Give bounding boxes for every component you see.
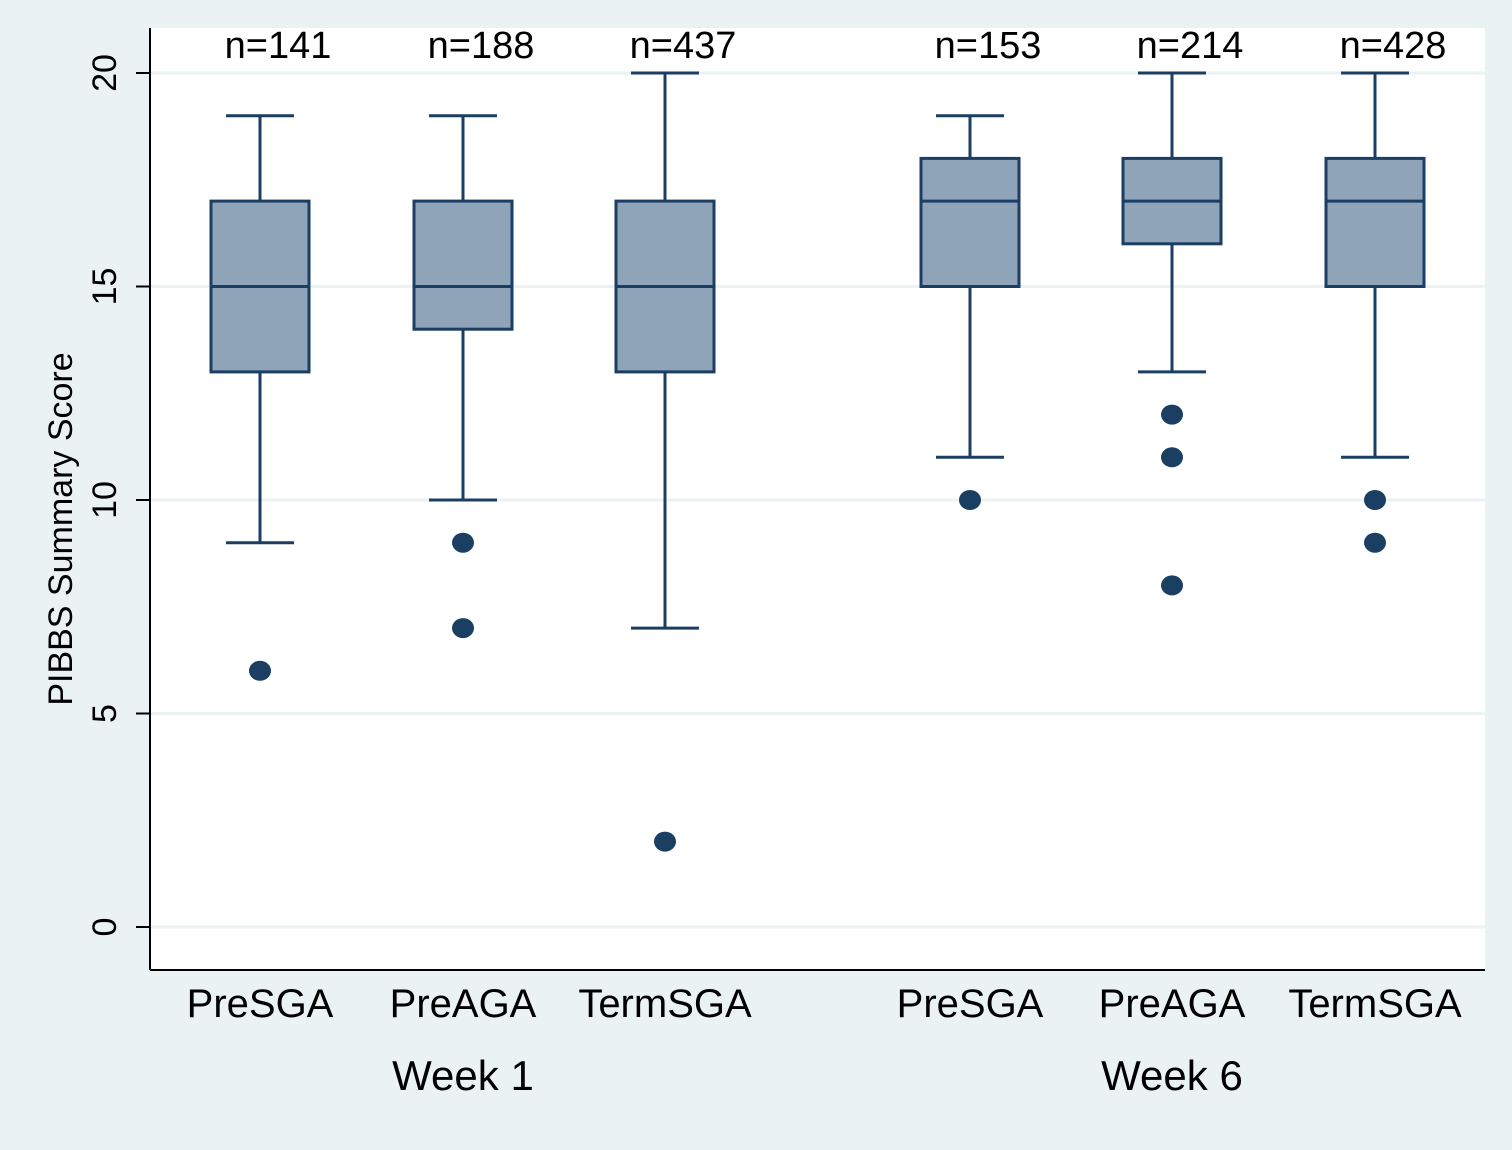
n-label-week-1-termsga: n=437 (630, 25, 737, 67)
outlier-point-week-1-termsga-0 (654, 831, 676, 852)
y-tick-label-0: 0 (86, 918, 124, 937)
n-label-week-6-presga: n=153 (935, 25, 1042, 67)
category-label-week-6-presga: PreSGA (897, 982, 1044, 1026)
y-tick-label-5: 5 (86, 704, 124, 723)
axes: 0 5 10 15 20 (86, 28, 1485, 971)
n-label-week-1-presga: n=141 (225, 25, 332, 67)
y-tick-label-15: 15 (86, 268, 124, 306)
outlier-point-week-6-preaga-0 (1161, 404, 1183, 425)
category-label-week-1-presga: PreSGA (187, 982, 334, 1026)
outlier-point-week-6-presga-0 (959, 490, 981, 510)
category-label-week-6-termsga: TermSGA (1288, 982, 1462, 1026)
outlier-point-week-6-preaga-2 (1161, 575, 1183, 596)
outlier-point-week-6-preaga-1 (1161, 447, 1183, 468)
outlier-point-week-6-termsga-0 (1364, 490, 1386, 510)
group-label-week-6: Week 6 (1101, 1052, 1243, 1099)
outlier-point-week-1-preaga-1 (452, 618, 474, 639)
y-tick-label-20: 20 (86, 54, 124, 92)
boxes (209, 71, 1426, 852)
outlier-point-week-1-presga-0 (249, 660, 271, 681)
outlier-point-week-1-preaga-0 (452, 532, 474, 553)
n-label-week-6-preaga: n=214 (1137, 25, 1244, 67)
n-label-week-1-preaga: n=188 (428, 25, 535, 67)
box-week-6-presga (919, 156, 1021, 288)
n-label-week-6-termsga: n=428 (1340, 25, 1447, 67)
outlier-point-week-6-termsga-1 (1364, 532, 1386, 553)
category-label-week-6-preaga: PreAGA (1099, 982, 1246, 1026)
labels: n=141 PreSGA n=188 PreAGA n=437 TermSGA Week 1… (187, 25, 1462, 1099)
box-week-6-termsga (1324, 156, 1426, 288)
category-label-week-1-termsga: TermSGA (578, 982, 752, 1026)
gridlines (150, 71, 1485, 929)
category-label-week-1-preaga: PreAGA (390, 982, 537, 1026)
box-week-1-preaga (412, 199, 514, 331)
group-label-week-1: Week 1 (392, 1052, 534, 1099)
y-tick-label-10: 10 (86, 481, 124, 519)
y-axis-title: PIBBS Summary Score (42, 352, 80, 705)
